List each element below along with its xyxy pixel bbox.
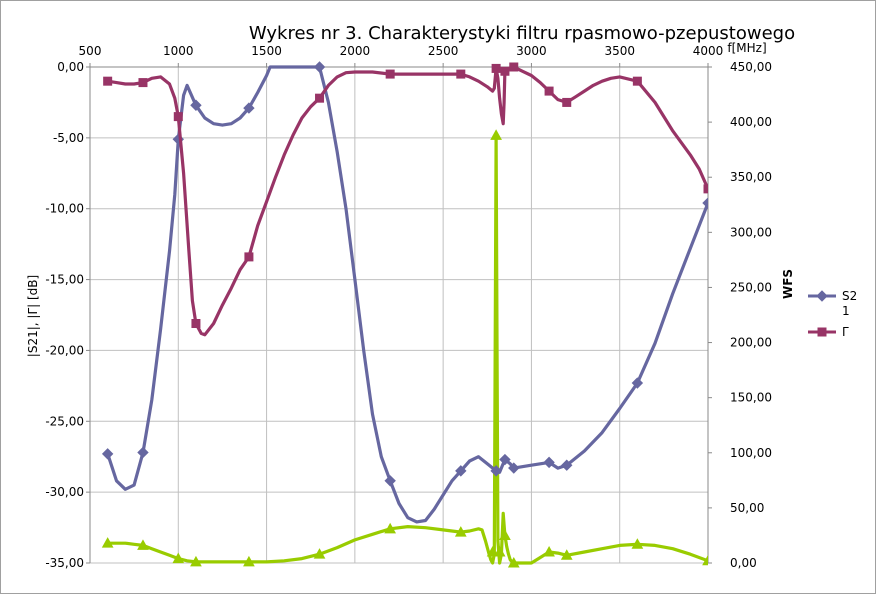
x-tick-label: 1500	[251, 44, 282, 58]
legend-label-s21: 1	[842, 304, 850, 318]
data-point-s21	[490, 465, 502, 477]
data-point-s21	[190, 99, 202, 111]
data-point-s21	[137, 446, 149, 459]
data-point-wfs	[631, 538, 644, 549]
data-point-s21	[499, 453, 511, 466]
data-point-wfs	[486, 545, 499, 557]
data-point-wfs	[543, 545, 555, 557]
data-point-wfs	[493, 545, 506, 557]
y-tick-label: 0,00	[57, 60, 84, 74]
data-point-gamma	[103, 76, 113, 86]
y2-tick-label: 400,00	[730, 115, 772, 129]
series-gamma	[103, 62, 708, 337]
data-point-gamma	[244, 252, 254, 262]
legend-label-s21: S2	[842, 289, 857, 303]
series-layer	[101, 61, 708, 568]
y2-axis-title: WFS	[781, 269, 795, 299]
x-tick-label: 2500	[428, 44, 459, 58]
data-point-wfs	[507, 556, 520, 568]
y2-tick-label: 100,00	[730, 446, 772, 460]
data-point-gamma	[385, 69, 395, 79]
legend-label-gamma: Γ	[842, 325, 849, 339]
data-point-s21	[702, 197, 708, 209]
data-point-s21	[455, 465, 467, 477]
data-point-wfs	[454, 526, 467, 537]
legend-marker-s21	[816, 290, 828, 302]
data-point-s21	[561, 459, 573, 471]
data-point-s21	[631, 377, 644, 389]
data-point-wfs	[243, 555, 255, 567]
legend-item-s21: S21	[808, 289, 857, 318]
x-tick-label: 2000	[340, 44, 371, 58]
data-point-gamma	[509, 62, 519, 72]
data-point-wfs	[172, 552, 185, 564]
tick-labels: 500 1000 1500 2000 2500 3000 3500 4000 0,00 -5,00…	[45, 44, 772, 570]
data-point-wfs	[560, 549, 573, 560]
data-point-gamma	[191, 319, 201, 329]
axes	[86, 63, 712, 564]
y2-tick-label: 250,00	[730, 280, 772, 294]
data-point-wfs	[499, 529, 511, 540]
data-point-s21	[101, 448, 114, 460]
x-axis-title: f[MHz]	[727, 41, 766, 55]
y2-tick-label: 0,00	[730, 556, 757, 570]
x-tick-label: 4000	[693, 44, 724, 58]
data-point-gamma	[315, 93, 325, 103]
x-tick-label: 500	[79, 44, 102, 58]
data-point-wfs	[490, 129, 502, 140]
y2-tick-label: 150,00	[730, 391, 772, 405]
y2-tick-label: 200,00	[730, 336, 772, 350]
data-point-wfs	[384, 522, 397, 534]
data-point-gamma	[562, 97, 572, 107]
series-wfs	[101, 129, 708, 568]
y2-tick-label: 300,00	[730, 225, 772, 239]
data-point-wfs	[702, 554, 708, 566]
data-point-s21	[543, 456, 555, 469]
y-tick-label: -25,00	[45, 414, 84, 428]
series-s21	[101, 61, 708, 524]
data-point-gamma	[138, 78, 148, 88]
y-tick-label: -15,00	[45, 273, 84, 287]
data-point-s21	[313, 61, 326, 73]
y-tick-label: -5,00	[53, 131, 84, 145]
data-point-gamma	[632, 76, 642, 86]
data-point-gamma	[491, 63, 501, 73]
x-tick-label: 3500	[604, 44, 635, 58]
y-axis-title: |S21|, |Γ| [dB]	[26, 275, 40, 357]
data-point-wfs	[137, 539, 149, 550]
y2-tick-label: 50,00	[730, 501, 764, 515]
legend-item-gamma: Γ	[808, 325, 849, 339]
data-point-s21	[243, 102, 255, 114]
data-point-s21	[508, 462, 520, 474]
y-tick-label: -35,00	[45, 556, 84, 570]
data-point-wfs	[313, 548, 326, 559]
y-tick-label: -20,00	[45, 343, 84, 357]
data-point-s21	[384, 475, 396, 487]
data-point-wfs	[190, 555, 202, 567]
x-tick-label: 1000	[163, 44, 194, 58]
data-point-gamma	[703, 184, 708, 194]
y2-tick-label: 450,00	[730, 60, 772, 74]
y-tick-label: -10,00	[45, 202, 84, 216]
chart-title: Wykres nr 3. Charakterystyki filtru rpas…	[249, 23, 795, 44]
data-point-wfs	[101, 537, 114, 548]
y-tick-label: -30,00	[45, 485, 84, 499]
data-point-gamma	[544, 86, 554, 96]
legend: S21 Γ	[808, 289, 857, 339]
x-tick-label: 3000	[516, 44, 547, 58]
data-point-gamma	[500, 66, 510, 76]
data-point-gamma	[456, 69, 466, 79]
legend-marker-gamma	[817, 327, 827, 337]
data-point-gamma	[173, 112, 183, 122]
y2-tick-label: 350,00	[730, 170, 772, 184]
